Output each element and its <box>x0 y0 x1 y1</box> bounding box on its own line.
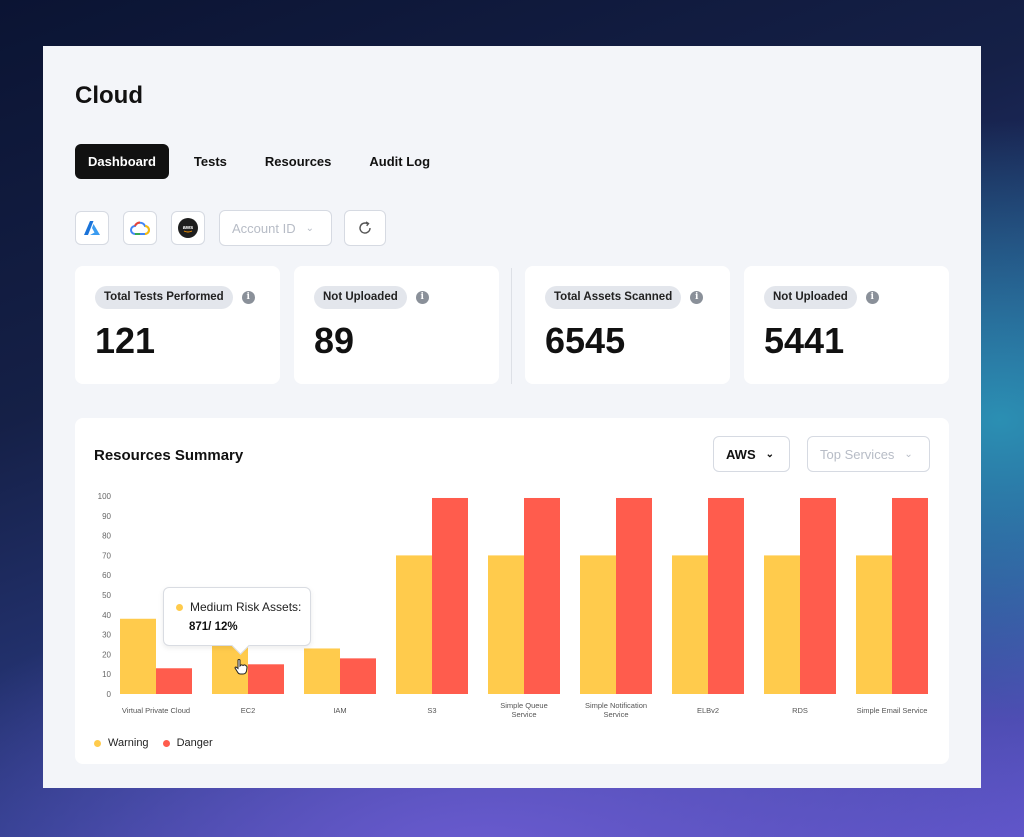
bar-warning[interactable] <box>580 555 616 694</box>
bar-warning[interactable] <box>764 555 800 694</box>
info-icon[interactable]: i <box>865 291 879 304</box>
aws-icon: aws <box>178 218 198 238</box>
y-tick-label: 100 <box>98 492 112 501</box>
legend-swatch-danger <box>162 739 170 747</box>
stat-label: Not Uploaded <box>764 286 857 309</box>
legend-item-danger[interactable]: Danger <box>162 737 213 749</box>
bar-danger[interactable] <box>708 497 744 694</box>
stat-label: Not Uploaded <box>314 286 407 309</box>
y-tick-label: 60 <box>102 571 111 580</box>
azure-button[interactable] <box>75 211 109 245</box>
bar-danger[interactable] <box>616 497 652 694</box>
tooltip-swatch <box>176 603 183 611</box>
refresh-icon <box>359 221 371 234</box>
y-tick-label: 30 <box>102 631 111 640</box>
x-tick-label: IAM <box>333 706 346 715</box>
y-tick-label: 40 <box>102 611 111 620</box>
legend-swatch-warning <box>94 739 101 747</box>
bar-danger[interactable] <box>156 668 192 694</box>
y-tick-label: 50 <box>102 591 111 600</box>
x-tick-label: Simple Queue Service <box>500 701 548 718</box>
page-title: Cloud <box>75 82 143 109</box>
chevron-down-icon: ⌄ <box>904 448 913 460</box>
bar-warning[interactable] <box>488 555 524 694</box>
tab-bar: Dashboard Tests Resources Audit Log <box>75 144 455 179</box>
divider <box>511 268 512 384</box>
chart-legend: Warning Danger <box>94 737 227 749</box>
bar-warning[interactable] <box>304 648 340 694</box>
top-services-dropdown[interactable]: Top Services ⌄ <box>807 436 930 472</box>
summary-title: Resources Summary <box>94 447 244 464</box>
stat-value: 6545 <box>545 320 626 361</box>
info-icon[interactable]: i <box>415 291 429 304</box>
x-tick-label: Simple Notification Service <box>585 701 647 718</box>
y-tick-label: 90 <box>102 512 111 521</box>
tab-resources[interactable]: Resources <box>264 154 332 169</box>
refresh-button[interactable] <box>344 210 386 246</box>
provider-dropdown[interactable]: AWS ⌄ <box>713 436 790 472</box>
provider-toolbar: aws Account ID ⌄ <box>75 210 386 246</box>
aws-button[interactable]: aws <box>171 211 205 245</box>
stat-label: Total Assets Scanned <box>545 286 682 309</box>
bar-warning[interactable] <box>120 618 156 694</box>
chevron-down-icon: ⌄ <box>765 448 775 460</box>
x-tick-label: Simple Email Service <box>857 706 928 715</box>
x-tick-label: EC2 <box>241 706 256 715</box>
account-id-dropdown[interactable]: Account ID ⌄ <box>219 210 332 246</box>
legend-label: Warning <box>108 737 149 749</box>
stat-value: 5441 <box>764 320 845 361</box>
y-tick-label: 70 <box>102 551 111 560</box>
account-id-value: Account ID <box>232 220 296 236</box>
hand-cursor-icon <box>234 659 248 675</box>
stat-label: Total Tests Performed <box>95 286 233 309</box>
tab-tests[interactable]: Tests <box>193 154 227 169</box>
y-tick-label: 0 <box>107 690 112 699</box>
cloud-window: Cloud Dashboard Tests Resources Audit Lo… <box>43 46 981 788</box>
x-tick-label: ELBv2 <box>697 706 719 715</box>
bar-warning[interactable] <box>396 555 432 694</box>
x-tick-label: Virtual Private Cloud <box>122 706 190 715</box>
tab-dashboard[interactable]: Dashboard <box>75 144 169 179</box>
bar-danger[interactable] <box>432 497 468 694</box>
bar-danger[interactable] <box>340 658 376 694</box>
tooltip-label: Medium Risk Assets: <box>190 600 302 614</box>
legend-label: Danger <box>176 737 213 749</box>
bar-danger[interactable] <box>248 664 284 694</box>
y-tick-label: 20 <box>102 650 111 659</box>
google-cloud-icon <box>130 221 150 235</box>
x-tick-label: RDS <box>792 706 808 715</box>
resources-bar-chart: 0 10 20 30 40 50 60 70 80 90 100 Virtual Private Cl… <box>98 492 928 718</box>
info-icon[interactable]: i <box>241 291 255 304</box>
bar-warning[interactable] <box>672 555 708 694</box>
x-tick-label: S3 <box>427 706 436 715</box>
bar-danger[interactable] <box>800 497 836 694</box>
stat-card-tests-not-uploaded: Not Uploaded i 89 <box>294 266 499 384</box>
y-tick-label: 10 <box>102 670 111 679</box>
info-icon[interactable]: i <box>690 291 704 304</box>
chart-tooltip: Medium Risk Assets: 871/ 12% <box>163 587 311 646</box>
aws-logo-text: aws <box>183 225 193 231</box>
legend-item-warning[interactable]: Warning <box>94 737 149 749</box>
tooltip-value: 871/ 12% <box>189 621 238 633</box>
google-cloud-button[interactable] <box>123 211 157 245</box>
provider-dropdown-value: AWS <box>726 446 756 462</box>
bar-danger[interactable] <box>892 497 928 694</box>
tab-audit-log[interactable]: Audit Log <box>369 154 431 169</box>
bar-warning[interactable] <box>856 555 892 694</box>
bar-danger[interactable] <box>524 497 560 694</box>
stat-card-total-tests: Total Tests Performed i 121 <box>75 266 280 384</box>
chevron-down-icon: ⌄ <box>305 222 314 234</box>
y-tick-label: 80 <box>102 532 111 541</box>
stat-value: 89 <box>314 320 355 361</box>
azure-icon <box>84 221 100 235</box>
stat-value: 121 <box>95 320 156 361</box>
top-services-value: Top Services <box>820 446 895 462</box>
stat-card-assets-not-uploaded: Not Uploaded i 5441 <box>744 266 949 384</box>
stat-card-total-assets: Total Assets Scanned i 6545 <box>525 266 730 384</box>
